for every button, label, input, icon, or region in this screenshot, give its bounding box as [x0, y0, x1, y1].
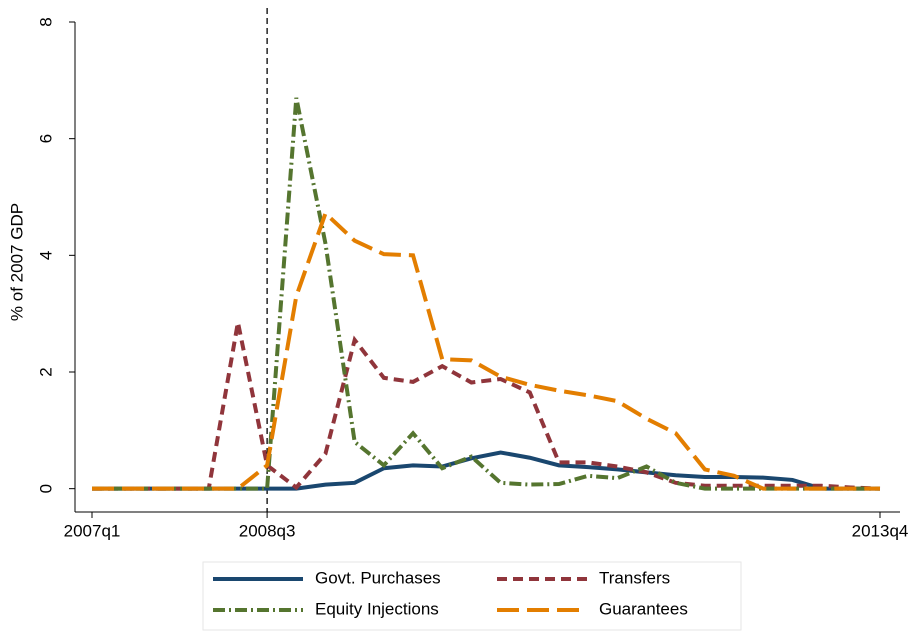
series-line [92, 97, 880, 491]
y-tick-label: 0 [36, 484, 55, 493]
series-line [92, 322, 881, 491]
legend-label: Guarantees [599, 599, 688, 618]
x-tick-label: 2013q4 [852, 521, 909, 540]
legend-label: Equity Injections [315, 599, 439, 618]
x-tick-label: 2007q1 [64, 521, 121, 540]
y-tick-label: 8 [36, 17, 55, 26]
y-tick-label: 6 [36, 134, 55, 143]
y-tick-label: 2 [36, 367, 55, 376]
legend-label: Transfers [599, 568, 670, 587]
y-axis-label: % of 2007 GDP [7, 203, 26, 321]
x-tick-label: 2008q3 [239, 521, 296, 540]
y-tick-label: 4 [36, 251, 55, 260]
series-line [92, 209, 880, 491]
legend-box [202, 561, 742, 631]
legend-label: Govt. Purchases [315, 568, 441, 587]
